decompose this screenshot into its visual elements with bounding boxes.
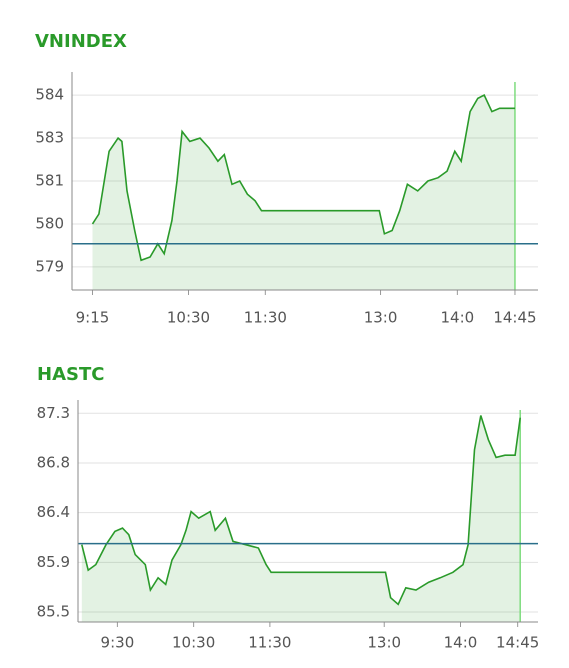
x-tick-label: 14:45 [493,309,536,327]
y-tick-label: 86.8 [37,453,70,471]
y-tick-label: 580 [35,214,64,232]
y-tick-label: 584 [35,86,64,104]
x-tick-label: 13:0 [364,309,398,327]
y-tick-label: 579 [35,257,64,275]
x-tick-label: 10:30 [172,634,215,652]
y-tick-label: 85.5 [37,603,70,621]
x-tick-label: 11:30 [248,634,291,652]
area [92,95,515,290]
chart-title: VNINDEX [35,31,127,52]
line [91,94,515,262]
y-tick-label: 87.3 [37,404,70,422]
y-tick-label: 583 [35,129,64,147]
y-tick-label: 581 [35,172,64,190]
area [81,415,521,622]
x-tick-label: 11:30 [244,309,287,327]
y-tick-label: 86.4 [37,503,70,521]
x-tick-label: 14:0 [444,634,478,652]
x-tick-label: 14:45 [496,634,539,652]
x-tick-label: 9:15 [76,309,110,327]
chart-title: HASTC [37,364,104,385]
x-tick-label: 10:30 [167,309,210,327]
y-tick-label: 85.9 [37,553,70,571]
x-tick-label: 9:30 [101,634,135,652]
x-tick-label: 14:0 [441,309,475,327]
x-tick-label: 13:0 [367,634,401,652]
